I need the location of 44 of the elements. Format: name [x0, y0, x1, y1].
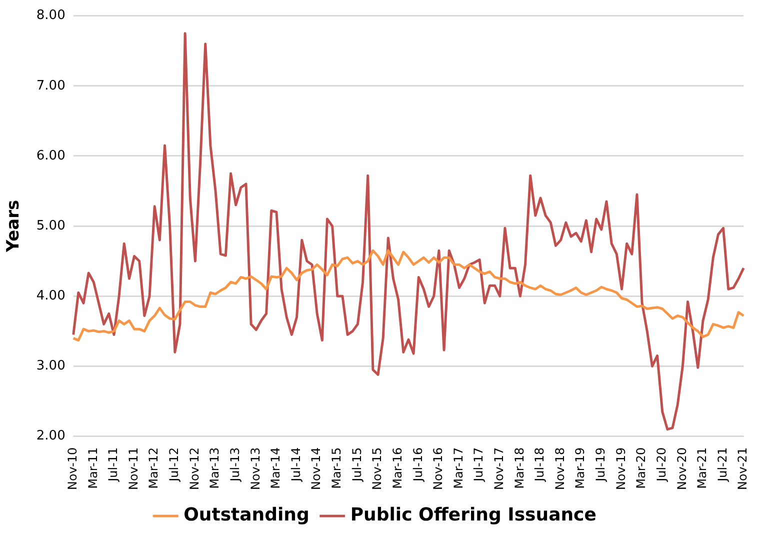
x-tick-label: Nov-19 — [614, 447, 628, 490]
x-tick-label: Jul-17 — [472, 447, 486, 482]
x-tick-label: Jul-18 — [532, 447, 547, 482]
x-tick-label: Mar-15 — [330, 447, 344, 489]
x-tick-label: Jul-12 — [167, 447, 182, 482]
x-tick-label: Mar-14 — [268, 447, 283, 489]
x-tick-label: Nov-12 — [187, 447, 202, 490]
x-tick-label: Nov-14 — [309, 447, 324, 490]
y-tick-label: 5.00 — [36, 218, 66, 234]
x-tick-label: Mar-11 — [86, 447, 100, 489]
x-tick-label: Jul-21 — [715, 447, 730, 482]
legend-label: Public Offering Issuance — [350, 504, 596, 526]
x-tick-label: Jul-20 — [654, 447, 668, 482]
x-tick-label: Mar-18 — [512, 447, 526, 489]
x-tick-label: Jul-11 — [106, 447, 120, 482]
y-axis-title: Years — [4, 200, 24, 254]
x-tick-label: Jul-15 — [350, 447, 364, 482]
x-tick-label: Nov-16 — [431, 447, 446, 490]
y-tick-label: 7.00 — [36, 78, 66, 94]
x-tick-label: Mar-19 — [573, 447, 588, 489]
x-tick-label: Jul-19 — [594, 447, 608, 482]
x-tick-label: Nov-21 — [736, 447, 750, 490]
y-tick-label: 2.00 — [36, 428, 66, 444]
x-tick-label: Mar-21 — [695, 447, 710, 489]
y-tick-label: 6.00 — [36, 148, 66, 164]
x-tick-label: Mar-16 — [390, 447, 404, 489]
x-tick-label: Mar-13 — [208, 447, 222, 489]
y-tick-label: 3.00 — [36, 358, 66, 374]
x-tick-label: Nov-18 — [552, 447, 567, 490]
x-tick-label: Jul-16 — [410, 447, 425, 482]
y-tick-label: 4.00 — [36, 288, 66, 304]
x-tick-label: Nov-10 — [65, 447, 80, 490]
x-tick-label: Mar-20 — [634, 447, 648, 489]
x-tick-label: Jul-14 — [288, 447, 303, 482]
x-tick-label: Mar-17 — [451, 447, 466, 489]
y-tick-label: 8.00 — [36, 8, 66, 24]
x-tick-label: Nov-15 — [370, 447, 384, 490]
x-tick-label: Nov-13 — [248, 447, 262, 490]
x-tick-label: Nov-20 — [674, 447, 689, 490]
x-tick-label: Nov-11 — [126, 447, 140, 490]
legend-label: Outstanding — [184, 504, 310, 526]
x-tick-label: Jul-13 — [228, 447, 242, 482]
x-tick-label: Nov-17 — [492, 447, 506, 490]
x-tick-label: Mar-12 — [146, 447, 161, 489]
